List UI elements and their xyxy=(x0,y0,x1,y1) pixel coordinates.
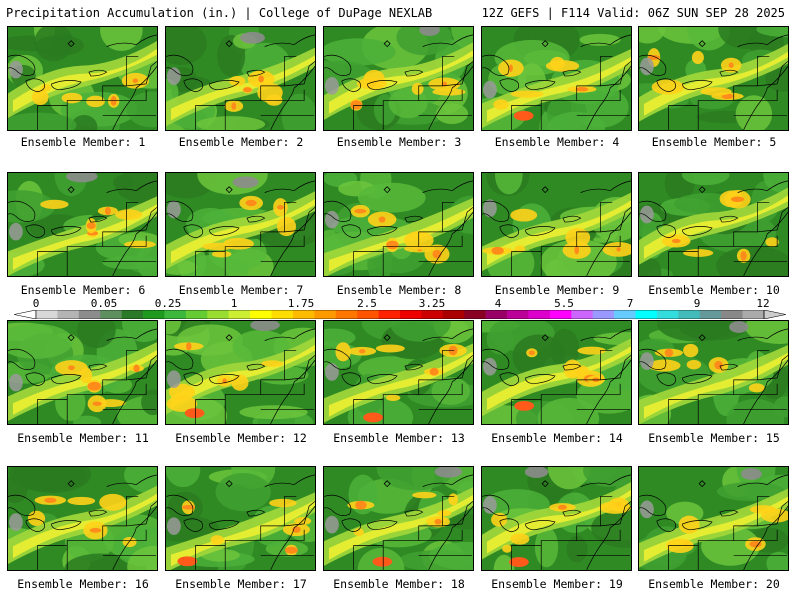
colorbar-segment xyxy=(699,310,722,319)
ensemble-map-2 xyxy=(165,26,316,131)
ensemble-member-label: Ensemble Member: 1 xyxy=(20,135,146,149)
ensemble-member-label: Ensemble Member: 12 xyxy=(175,431,307,445)
colorbar-tick-label: 2.5 xyxy=(357,297,377,310)
ensemble-member-label: Ensemble Member: 6 xyxy=(20,283,146,297)
ensemble-map-4 xyxy=(481,26,632,131)
colorbar-segment xyxy=(335,310,358,319)
colorbar-tick-label: 1 xyxy=(230,297,238,310)
ensemble-map-20 xyxy=(638,466,789,571)
colorbar-segment xyxy=(571,310,593,319)
ensemble-member-label: Ensemble Member: 16 xyxy=(17,577,149,591)
ensemble-map-16 xyxy=(7,466,158,571)
ensemble-member-label: Ensemble Member: 14 xyxy=(491,431,623,445)
colorbar-segment xyxy=(78,310,101,319)
ensemble-member-label: Ensemble Member: 10 xyxy=(648,283,780,297)
ensemble-member-label: Ensemble Member: 3 xyxy=(336,135,462,149)
ensemble-map-12 xyxy=(165,320,316,425)
colorbar-tick-label: 0.25 xyxy=(154,297,182,310)
ensemble-member-label: Ensemble Member: 13 xyxy=(333,431,465,445)
colorbar-tick-label: 4 xyxy=(494,297,502,310)
ensemble-map-13 xyxy=(323,320,474,425)
ensemble-member-label: Ensemble Member: 18 xyxy=(333,577,465,591)
ensemble-map-1 xyxy=(7,26,158,131)
colorbar-segment xyxy=(614,310,636,319)
ensemble-member-label: Ensemble Member: 2 xyxy=(178,135,304,149)
colorbar-segment xyxy=(400,310,422,319)
ensemble-member-label: Ensemble Member: 11 xyxy=(17,431,149,445)
colorbar-segment xyxy=(100,310,122,319)
colorbar-segment xyxy=(442,310,465,319)
colorbar-tick-label: 0.05 xyxy=(90,297,118,310)
colorbar-segment xyxy=(314,310,337,319)
colorbar-segment xyxy=(742,310,765,319)
colorbar-tick-label: 1.75 xyxy=(287,297,315,310)
colorbar-segment xyxy=(378,310,401,319)
colorbar-segment xyxy=(228,310,251,319)
ensemble-map-8 xyxy=(323,172,474,277)
colorbar-segment xyxy=(36,310,58,319)
precip-colorbar xyxy=(14,310,786,319)
colorbar-segment xyxy=(592,310,615,319)
ensemble-member-label: Ensemble Member: 17 xyxy=(175,577,307,591)
model-run-info: 12Z GEFS | F114 Valid: 06Z SUN SEP 28 20… xyxy=(481,6,785,20)
ensemble-member-label: Ensemble Member: 9 xyxy=(494,283,620,297)
colorbar-segment xyxy=(549,310,572,319)
colorbar-segment xyxy=(164,310,187,319)
ensemble-map-14 xyxy=(481,320,632,425)
colorbar-tick-label: 9 xyxy=(693,297,701,310)
colorbar-segment xyxy=(721,310,743,319)
ensemble-map-10 xyxy=(638,172,789,277)
colorbar-segment xyxy=(507,310,529,319)
ensemble-map-15 xyxy=(638,320,789,425)
ensemble-map-9 xyxy=(481,172,632,277)
colorbar-segment xyxy=(678,310,701,319)
ensemble-member-label: Ensemble Member: 15 xyxy=(648,431,780,445)
ensemble-member-label: Ensemble Member: 4 xyxy=(494,135,620,149)
ensemble-member-label: Ensemble Member: 7 xyxy=(178,283,304,297)
colorbar-segment xyxy=(464,310,486,319)
colorbar-segment xyxy=(207,310,229,319)
colorbar-segment xyxy=(357,310,379,319)
colorbar-segment xyxy=(57,310,80,319)
ensemble-member-label: Ensemble Member: 8 xyxy=(336,283,462,297)
colorbar-segment xyxy=(528,310,551,319)
map-title: Precipitation Accumulation (in.) | Colle… xyxy=(6,6,433,20)
colorbar-segment xyxy=(121,310,144,319)
ensemble-map-19 xyxy=(481,466,632,571)
colorbar-min-arrow xyxy=(14,310,37,319)
colorbar-segment xyxy=(250,310,272,319)
colorbar-segment xyxy=(656,310,679,319)
ensemble-map-18 xyxy=(323,466,474,571)
ensemble-map-6 xyxy=(7,172,158,277)
colorbar-segment xyxy=(635,310,658,319)
ensemble-map-5 xyxy=(638,26,789,131)
ensemble-map-17 xyxy=(165,466,316,571)
colorbar-tick-label: 5.5 xyxy=(554,297,574,310)
ensemble-map-7 xyxy=(165,172,316,277)
colorbar-segment xyxy=(485,310,508,319)
colorbar-max-arrow xyxy=(763,310,786,319)
ensemble-member-label: Ensemble Member: 19 xyxy=(491,577,623,591)
colorbar-segment xyxy=(292,310,315,319)
ensemble-member-label: Ensemble Member: 20 xyxy=(648,577,780,591)
colorbar-tick-label: 0 xyxy=(32,297,40,310)
colorbar-segment xyxy=(143,310,165,319)
colorbar-segment xyxy=(185,310,208,319)
ensemble-member-label: Ensemble Member: 5 xyxy=(651,135,777,149)
colorbar-segment xyxy=(271,310,294,319)
colorbar-tick-label: 12 xyxy=(756,297,770,310)
ensemble-map-3 xyxy=(323,26,474,131)
colorbar-tick-label: 7 xyxy=(626,297,634,310)
colorbar-segment xyxy=(421,310,444,319)
ensemble-map-11 xyxy=(7,320,158,425)
colorbar-tick-label: 3.25 xyxy=(418,297,446,310)
